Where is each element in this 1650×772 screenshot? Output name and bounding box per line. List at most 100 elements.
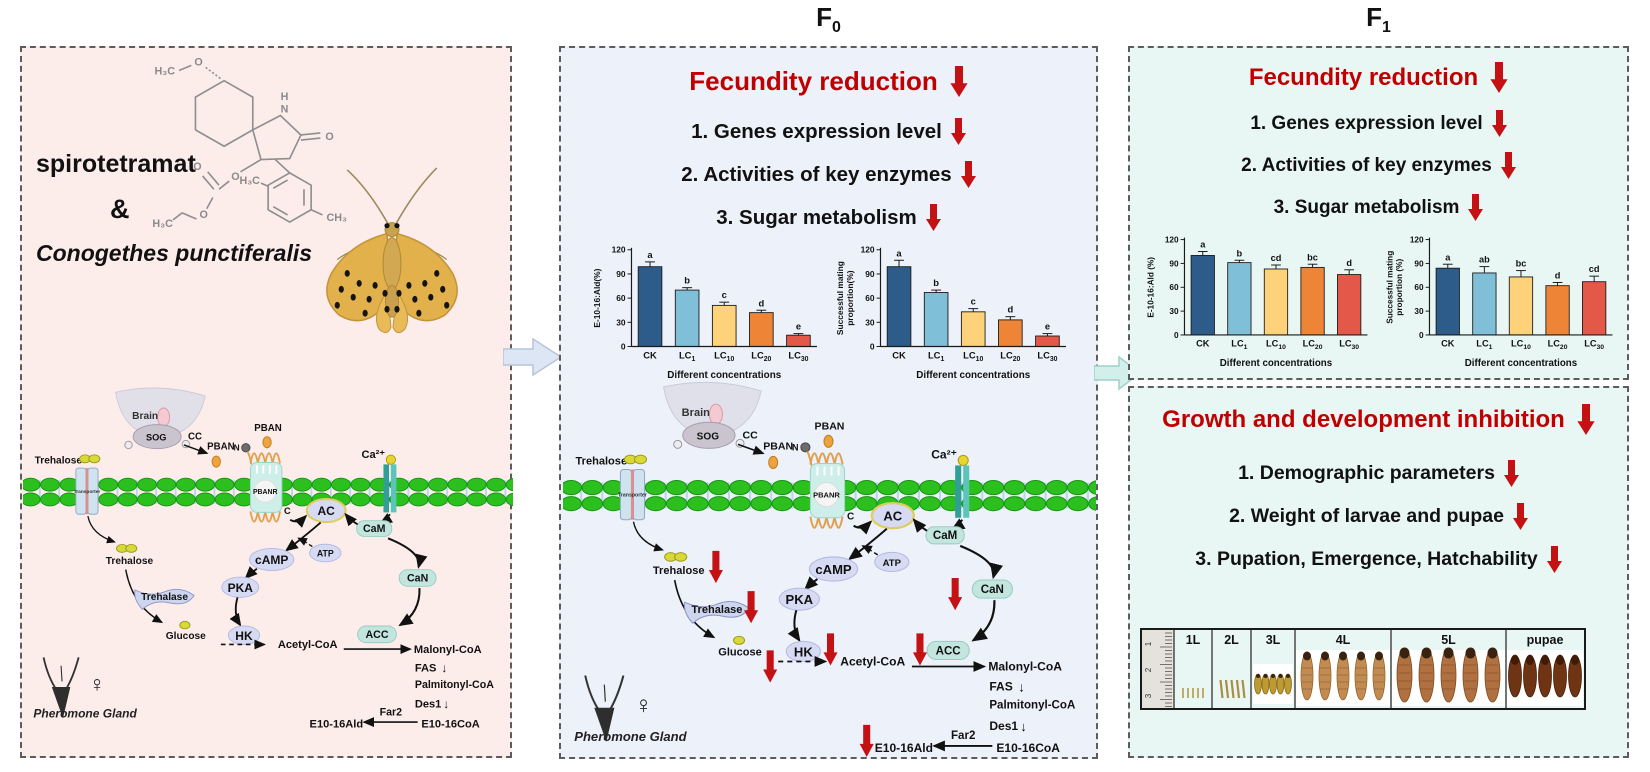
svg-text:E10-16Ald: E10-16Ald	[875, 741, 933, 755]
svg-text:PBAN: PBAN	[254, 423, 281, 434]
growth-item-3: 3. Pupation, Emergence, Hatchability	[1130, 546, 1627, 573]
svg-text:LC1: LC1	[1231, 339, 1247, 351]
svg-text:120: 120	[611, 245, 625, 255]
svg-text:↓: ↓	[443, 697, 449, 711]
panel-treatment: H₃C O H N O O O O H₃C H₃C CH₃ spirotetra…	[20, 46, 513, 758]
growth-item-2: 2. Weight of larvae and pupae	[1130, 503, 1627, 530]
bar-chart-f0-mating: a CK b LC1 c LC10 d LC20 e LC30 0 30 60 90 120 Successf…	[830, 234, 1077, 382]
f1-item-1: 1. Genes expression level	[1130, 110, 1627, 137]
f1-subscript: 1	[1381, 19, 1391, 37]
svg-text:0: 0	[1174, 331, 1179, 340]
svg-text:LC10: LC10	[963, 350, 983, 362]
svg-text:b: b	[1236, 248, 1242, 258]
svg-text:Ca²⁺: Ca²⁺	[361, 449, 385, 461]
f1-item-2-label: 2. Activities of key enzymes	[1241, 154, 1492, 176]
svg-text:AC: AC	[318, 504, 336, 518]
panel-f1-growth: Growth and development inhibition 1. Dem…	[1128, 386, 1629, 758]
f1-letter: F	[1366, 2, 1382, 32]
svg-text:Far2: Far2	[951, 730, 975, 742]
svg-text:♀: ♀	[634, 692, 652, 719]
f0-letter: F	[816, 2, 832, 32]
svg-text:HK: HK	[794, 644, 813, 659]
f0-item-2-label: 2. Activities of key enzymes	[681, 162, 952, 186]
svg-text:Malonyl-CoA: Malonyl-CoA	[414, 644, 482, 656]
molecule-label: H₃C	[239, 175, 260, 187]
molecule-label: O	[199, 209, 207, 221]
growth-heading-row: Growth and development inhibition	[1130, 404, 1627, 435]
molecule-label: O	[231, 171, 239, 183]
molecule-label: H₃C	[154, 66, 175, 78]
panel-f0-effects: Fecundity reduction 1. Genes expression …	[559, 46, 1098, 759]
species-name: Conogethes punctiferalis	[36, 240, 313, 266]
svg-text:E-10-16:Ald(%): E-10-16:Ald(%)	[591, 268, 601, 327]
svg-text:e: e	[1044, 322, 1049, 332]
moth-image	[326, 167, 458, 334]
svg-text:LC20: LC20	[751, 350, 771, 362]
svg-text:Palmitonyl-CoA: Palmitonyl-CoA	[415, 679, 494, 691]
growth-item-1-label: 1. Demographic parameters	[1238, 462, 1495, 484]
svg-text:a: a	[1200, 240, 1206, 250]
svg-text:cd: cd	[1588, 264, 1599, 274]
svg-text:pupae: pupae	[1527, 633, 1564, 647]
svg-text:1: 1	[1144, 641, 1153, 646]
drug-name: spirotetramat	[36, 150, 196, 178]
svg-text:LC10: LC10	[1266, 339, 1286, 351]
svg-text:ACC: ACC	[365, 629, 388, 641]
svg-text:a: a	[1445, 252, 1451, 262]
svg-text:cAMP: cAMP	[255, 553, 288, 567]
f1-generation-title: F1	[1128, 2, 1629, 37]
growth-item-1: 1. Demographic parameters	[1130, 460, 1627, 487]
svg-text:Des1: Des1	[989, 719, 1018, 733]
f0-heading-row: Fecundity reduction	[561, 66, 1096, 97]
f1-item-3: 3. Sugar metabolism	[1130, 194, 1627, 221]
svg-text:cAMP: cAMP	[815, 562, 852, 577]
svg-text:CC: CC	[742, 429, 758, 441]
svg-text:Transporter: Transporter	[74, 489, 101, 495]
svg-text:LC1: LC1	[927, 350, 943, 362]
svg-text:C: C	[847, 512, 854, 523]
molecule-label: H₃C	[152, 218, 173, 230]
svg-text:a: a	[647, 250, 653, 260]
svg-text:b: b	[933, 278, 939, 288]
red-down-arrow-icon	[1468, 194, 1484, 221]
svg-text:LC30: LC30	[1584, 339, 1604, 351]
svg-text:120: 120	[1409, 235, 1423, 244]
red-down-arrow-icon	[1490, 62, 1508, 93]
larval-stages-photo-strip: 1 2 3 1L 2L 3L 4L 5L pupae	[1140, 628, 1586, 710]
svg-text:3L: 3L	[1266, 633, 1281, 647]
svg-text:PBAN: PBAN	[207, 442, 234, 453]
svg-text:CK: CK	[892, 350, 906, 360]
svg-text:ab: ab	[1478, 255, 1489, 265]
red-down-arrow-icon	[1512, 503, 1528, 530]
molecule-label: O	[193, 161, 201, 173]
svg-text:60: 60	[1414, 283, 1424, 292]
red-down-arrow-icon	[950, 66, 968, 97]
f1-charts-row: a CK b LC1 cd LC10 bc LC20 d LC30 0 30 60 90 120 E-10-1…	[1130, 224, 1627, 370]
svg-text:FAS: FAS	[989, 680, 1012, 694]
svg-text:LC1: LC1	[1476, 339, 1492, 351]
svg-text:LC20: LC20	[1302, 339, 1322, 351]
svg-text:E10-16Ald: E10-16Ald	[310, 719, 364, 731]
red-down-arrow-icon	[950, 118, 966, 145]
svg-text:CC: CC	[188, 431, 202, 442]
svg-text:60: 60	[1169, 283, 1179, 292]
svg-text:Glucose: Glucose	[718, 646, 762, 658]
svg-text:30: 30	[616, 317, 626, 327]
svg-text:90: 90	[616, 269, 626, 279]
svg-text:FAS: FAS	[415, 662, 437, 674]
molecule-label: O	[194, 56, 202, 68]
transition-arrow-f0-icon	[503, 337, 561, 377]
svg-text:↓: ↓	[1018, 680, 1025, 695]
svg-text:Different concentrations: Different concentrations	[667, 370, 781, 381]
growth-item-2-label: 2. Weight of larvae and pupae	[1229, 505, 1504, 527]
svg-text:ATP: ATP	[883, 558, 902, 569]
svg-text:CaN: CaN	[981, 584, 1004, 596]
svg-text:0: 0	[620, 341, 625, 351]
svg-text:d: d	[1346, 258, 1352, 268]
svg-text:Trehalose: Trehalose	[653, 565, 705, 577]
svg-text:120: 120	[1164, 235, 1178, 244]
svg-text:LC20: LC20	[1000, 350, 1020, 362]
red-down-arrow-icon	[925, 204, 941, 231]
svg-text:bc: bc	[1307, 252, 1318, 262]
